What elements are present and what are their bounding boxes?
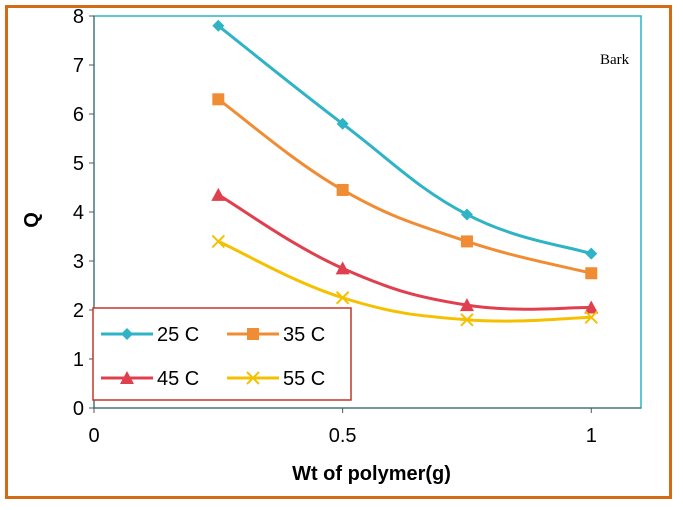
y-tick-label: 5 <box>73 153 84 175</box>
legend-item: 45 C <box>101 368 199 390</box>
data-point <box>460 208 473 221</box>
x-tick-label: 0.5 <box>329 425 357 447</box>
data-point <box>585 267 598 280</box>
data-point <box>211 234 226 249</box>
legend-label: 45 C <box>157 368 199 390</box>
data-point <box>584 300 599 314</box>
data-point <box>584 310 598 325</box>
legend-item: 35 C <box>227 324 325 346</box>
series-25-c <box>212 19 598 260</box>
y-tick-label: 7 <box>73 55 84 77</box>
y-tick-label: 1 <box>73 349 84 371</box>
data-point <box>212 19 225 32</box>
legend-item: 55 C <box>227 368 325 390</box>
legend-label: 25 C <box>157 324 199 346</box>
y-tick-label: 0 <box>73 398 84 420</box>
legend-marker <box>120 371 134 384</box>
y-tick-label: 8 <box>73 8 84 28</box>
y-tick-label: 4 <box>73 202 84 224</box>
y-tick-label: 2 <box>73 300 84 322</box>
y-tick-label: 3 <box>73 251 84 273</box>
x-tick-label: 1 <box>586 425 597 447</box>
data-point <box>585 247 598 260</box>
series-line <box>217 98 592 275</box>
legend-label: 55 C <box>283 368 325 390</box>
data-point <box>460 235 473 248</box>
series-35-c <box>212 93 598 280</box>
series-45-c <box>211 187 599 314</box>
x-axis-label: Wt of polymer(g) <box>292 463 451 485</box>
data-point <box>212 93 225 106</box>
annotation-label: Bark <box>600 52 630 68</box>
legend-marker <box>246 371 260 385</box>
chart-frame: 0 1 2 3 4 5 6 7 8 0 0.5 1 Bark Q Wt of polymer(g) 2… <box>5 5 672 499</box>
data-point <box>335 261 350 275</box>
legend-item: 25 C <box>101 324 199 346</box>
legend-marker <box>247 328 259 340</box>
legend: 25 C 35 C 45 C 55 C <box>92 307 352 401</box>
y-tick-label: 6 <box>73 104 84 126</box>
data-point <box>336 183 349 196</box>
series-layer <box>211 19 599 327</box>
series-line <box>217 193 592 311</box>
data-point <box>459 298 474 312</box>
data-point <box>460 313 474 327</box>
legend-box <box>92 307 352 401</box>
legend-label: 35 C <box>283 324 325 346</box>
y-axis-label: Q <box>21 212 43 228</box>
series-line <box>217 240 592 323</box>
x-tick-label: 0 <box>88 425 99 447</box>
series-55-c <box>211 234 598 327</box>
legend-marker <box>121 328 133 340</box>
data-point <box>335 291 350 305</box>
line-chart: 0 1 2 3 4 5 6 7 8 0 0.5 1 Bark Q Wt of polymer(g) 2… <box>21 8 642 485</box>
data-point <box>211 187 226 201</box>
series-line <box>217 24 592 256</box>
data-point <box>336 117 349 130</box>
